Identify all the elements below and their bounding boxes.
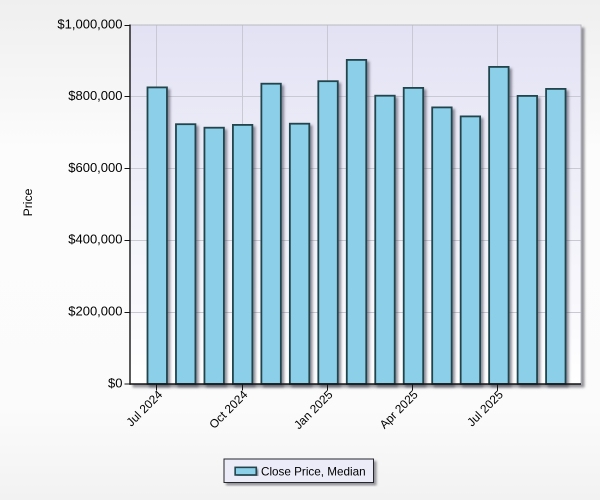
svg-text:$400,000: $400,000 [68, 232, 122, 247]
svg-text:$0: $0 [108, 375, 122, 390]
svg-text:$800,000: $800,000 [68, 88, 122, 103]
svg-text:$600,000: $600,000 [68, 160, 122, 175]
svg-text:$1,000,000: $1,000,000 [57, 16, 122, 31]
svg-text:Price: Price [21, 188, 35, 216]
svg-text:Close Price, Median: Close Price, Median [261, 466, 366, 479]
svg-text:$200,000: $200,000 [68, 303, 122, 318]
